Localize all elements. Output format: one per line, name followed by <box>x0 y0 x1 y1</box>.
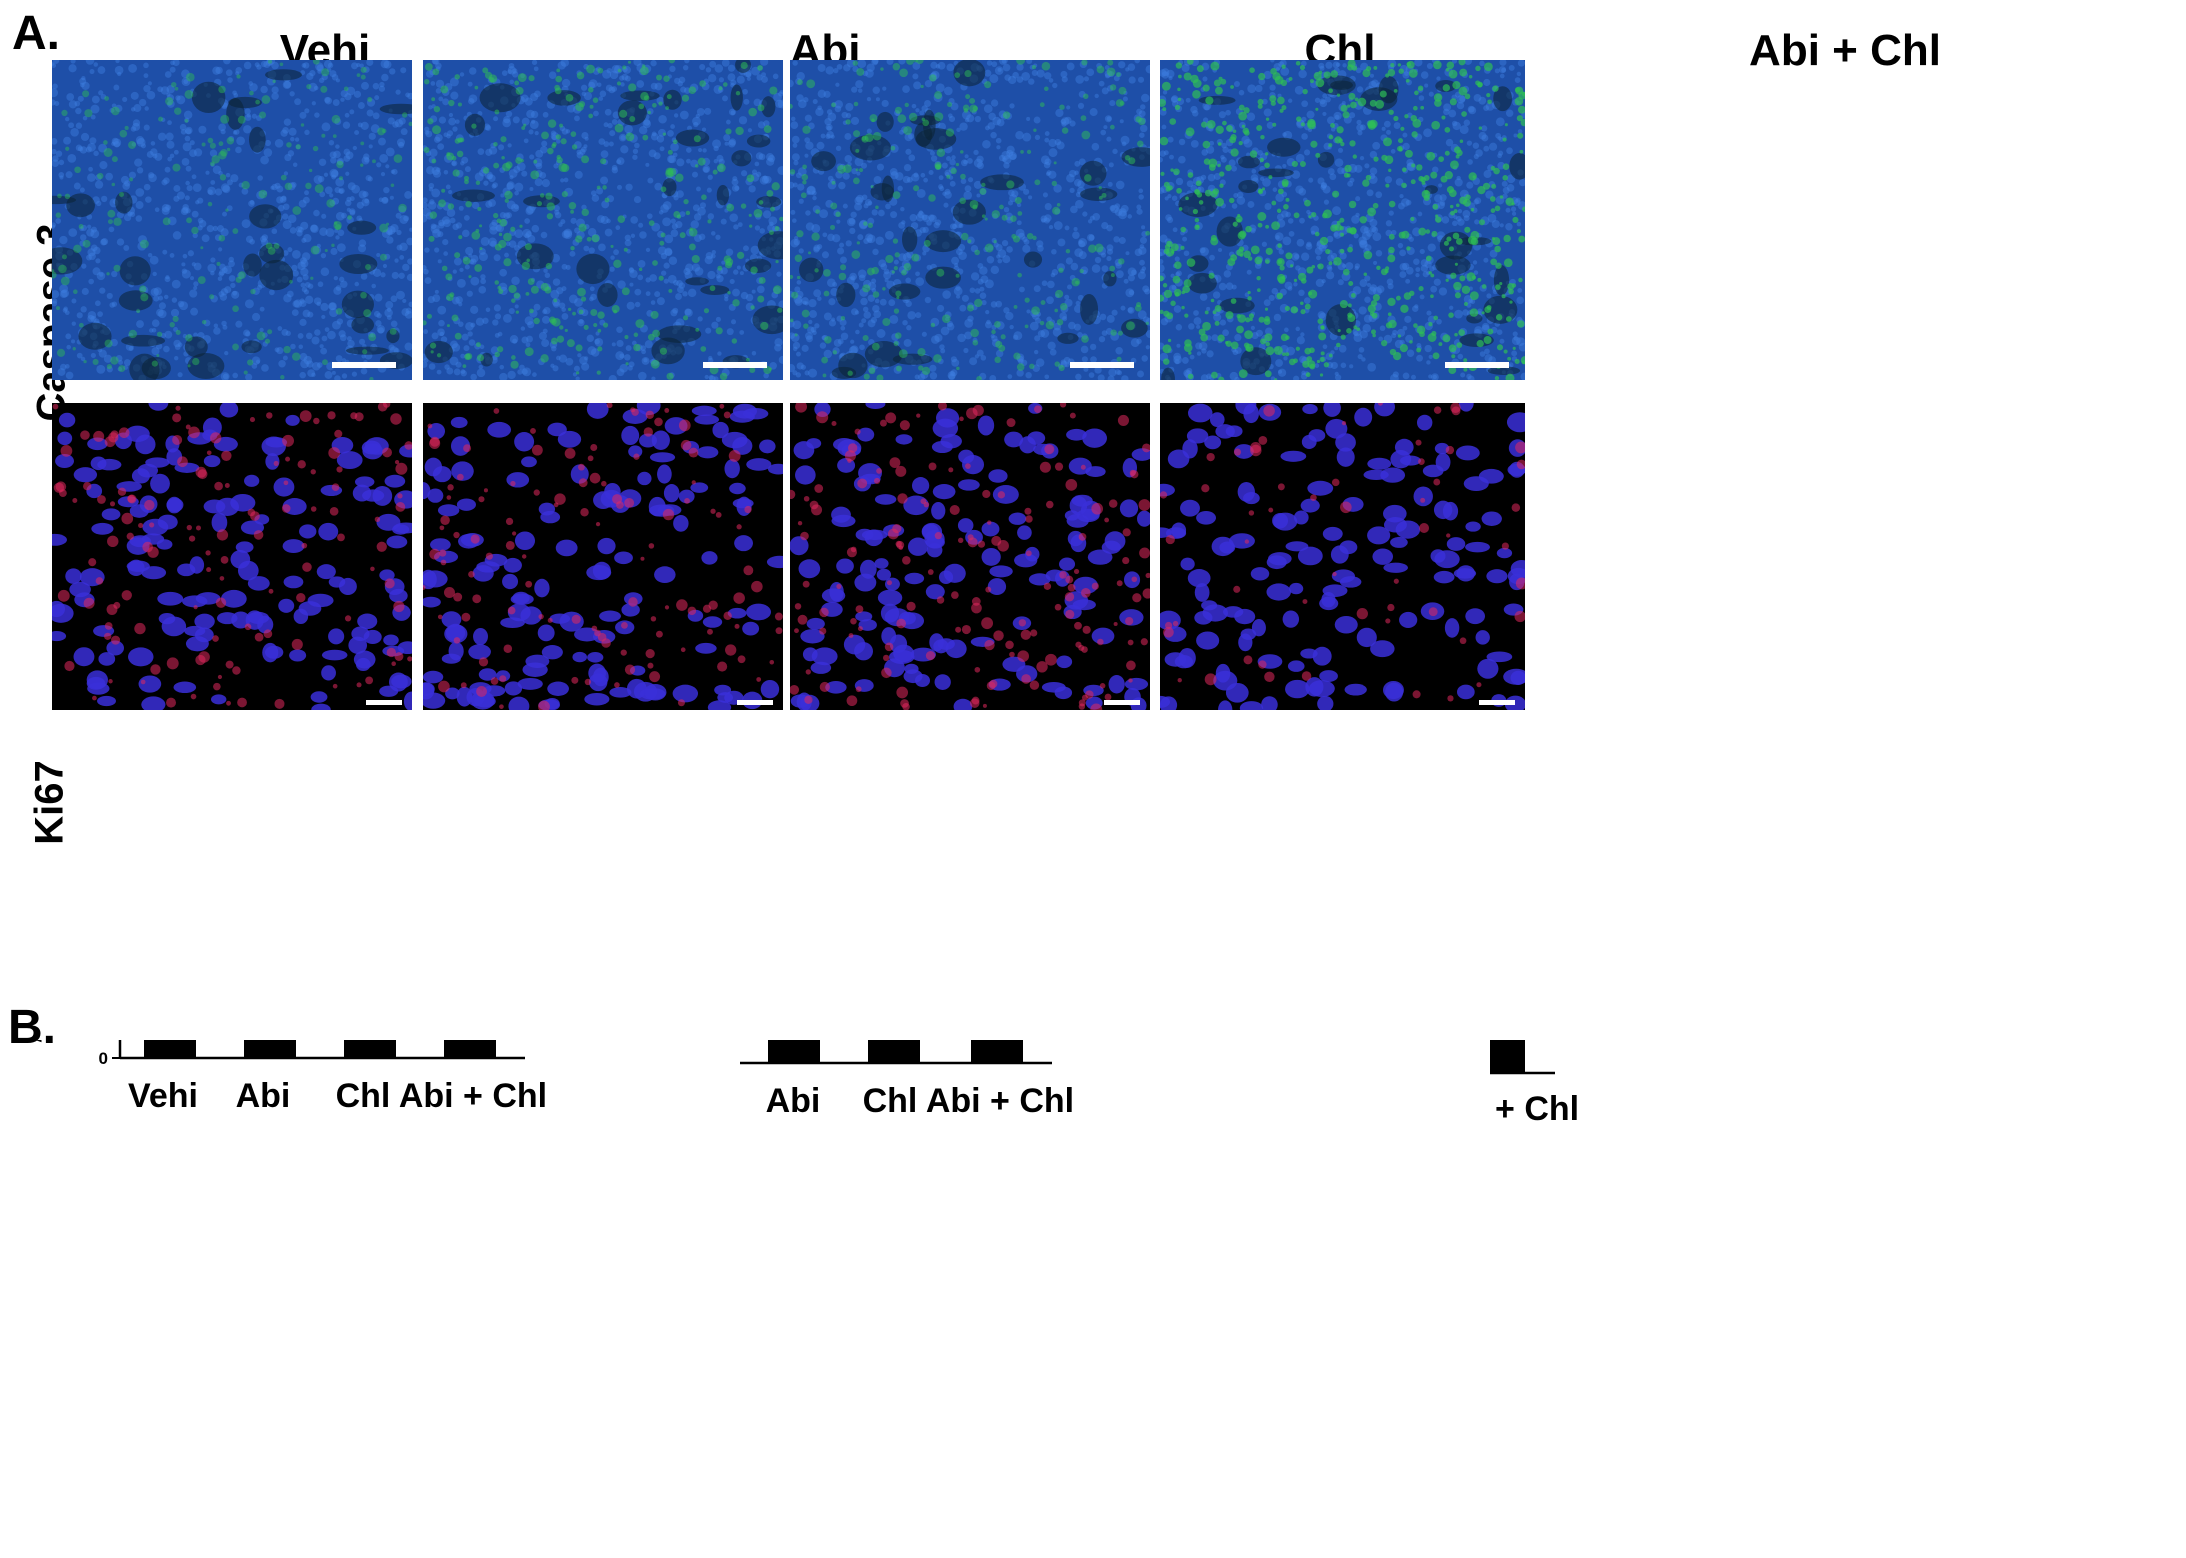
bar <box>244 1040 296 1058</box>
bar <box>344 1040 396 1058</box>
category-label: Abi + Chl <box>399 1077 547 1115</box>
beclin1-bar-chart: 050100150200Beclin 1/GAPDH% to controlVe… <box>740 1040 1500 1553</box>
caspase3-micrograph-abi-chl <box>1160 60 1525 380</box>
ki67-micrograph-abi-chl <box>1160 403 1525 710</box>
category-label: Vehi <box>128 1077 198 1115</box>
category-label: Abi <box>236 1077 291 1115</box>
p62-bar-chart: 0100200300400P62/GAPDH% to controlVehiAb… <box>1490 1040 2186 1553</box>
bar <box>768 1040 820 1063</box>
caspase3-micrograph-abi <box>423 60 783 380</box>
scale-bar <box>1479 700 1515 705</box>
caspase3-micrograph-chl <box>790 60 1150 380</box>
ki67-micrograph-abi <box>423 403 783 710</box>
bar <box>1490 1040 1525 1073</box>
bar <box>144 1040 196 1058</box>
column-title-abi-chl: Abi + Chl <box>1595 26 2095 76</box>
ki67-micrograph-chl <box>790 403 1150 710</box>
panel-a-letter: A. <box>12 6 60 61</box>
scale-bar <box>1445 362 1509 368</box>
bar <box>971 1040 1023 1063</box>
scale-bar <box>737 700 773 705</box>
ki67-micrograph-vehi <box>52 403 412 710</box>
category-label: Chl <box>863 1082 918 1120</box>
y-tick-label: 0 <box>99 1049 108 1068</box>
bar <box>444 1040 496 1058</box>
category-label: Abi + Chl <box>926 1082 1074 1120</box>
bar <box>868 1040 920 1063</box>
scale-bar <box>1104 700 1140 705</box>
y-axis-label: ATG5/GAPDH <box>9 1040 50 1043</box>
atg5-bar-chart: 050100150200ATG5/GAPDH% to controlVehiAb… <box>0 1040 760 1553</box>
scale-bar <box>1070 362 1134 368</box>
row-label-ki67: Ki67 <box>28 723 73 883</box>
category-label: Abi <box>766 1082 821 1120</box>
category-label: Abi + Chl <box>1490 1090 1579 1128</box>
scale-bar <box>332 362 396 368</box>
caspase3-micrograph-vehi <box>52 60 412 380</box>
scale-bar <box>703 362 767 368</box>
scale-bar <box>366 700 402 705</box>
category-label: Chl <box>336 1077 391 1115</box>
